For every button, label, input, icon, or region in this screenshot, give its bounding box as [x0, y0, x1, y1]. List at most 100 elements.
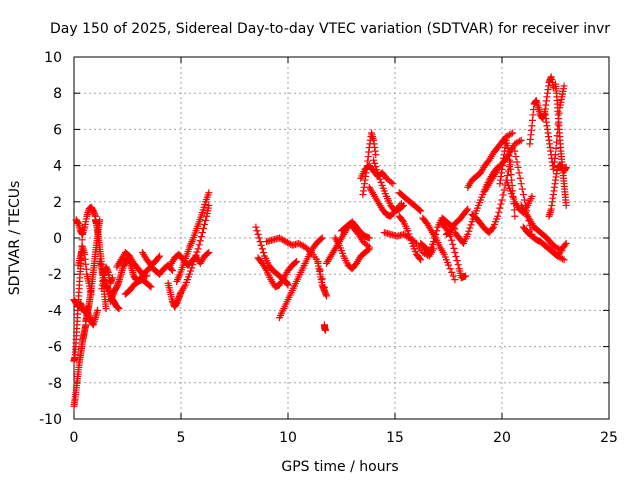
- series-trace-x-11.7: [320, 321, 329, 334]
- y-tick-label: -4: [48, 303, 62, 319]
- y-tick-label: 4: [53, 159, 62, 175]
- data-point: [197, 233, 205, 241]
- data-point: [115, 305, 123, 313]
- y-axis-label: SDTVAR / TECUs: [7, 181, 23, 296]
- series-trace-ar-20.2-21.4: [502, 176, 536, 217]
- data-point: [365, 243, 373, 251]
- data-point: [189, 261, 197, 269]
- data-point: [528, 192, 536, 200]
- data-point: [430, 238, 438, 246]
- data-point: [168, 267, 176, 275]
- data-point: [453, 257, 461, 265]
- data-point: [520, 196, 528, 204]
- y-tick-label: 2: [53, 195, 62, 211]
- data-point: [205, 248, 213, 256]
- data-point: [552, 151, 559, 159]
- data-point: [254, 230, 262, 238]
- y-tick-labels: -10 -8 -6 -4 -2 0 2 4 6 8 10: [39, 50, 62, 428]
- series-trace-al-17.4-18.4: [442, 205, 472, 238]
- data-point: [513, 158, 521, 166]
- series-trace-a-0-0.55: [70, 321, 90, 410]
- data-point: [494, 212, 502, 220]
- series-trace-az-22.0-23.0: [541, 239, 570, 260]
- data-point: [499, 191, 507, 199]
- data-point: [364, 242, 372, 250]
- data-point: [306, 247, 314, 255]
- data-point: [507, 130, 515, 138]
- y-tick-label: -6: [48, 340, 62, 356]
- data-point: [452, 253, 460, 261]
- data-point: [397, 200, 405, 208]
- x-tick-label: 0: [70, 430, 79, 446]
- data-point: [488, 224, 496, 232]
- y-tick-label: 10: [44, 50, 62, 66]
- data-point: [259, 248, 267, 256]
- series-trace-t-8.6-10.4: [254, 254, 301, 291]
- data-point: [411, 238, 419, 246]
- data-point: [511, 212, 519, 220]
- data-point: [187, 267, 195, 275]
- data-point: [466, 224, 474, 232]
- data-point: [560, 82, 568, 90]
- series-trace-f-0-1.1: [70, 296, 102, 329]
- data-point: [463, 206, 471, 214]
- x-tick-label: 20: [493, 430, 511, 446]
- data-point: [293, 258, 301, 266]
- series-trace-ae-13.8-15.3: [365, 183, 405, 220]
- grid-layer: [74, 57, 609, 419]
- data-point: [376, 175, 384, 183]
- series-trace-g-0.2-0.8: [74, 243, 95, 298]
- data-point: [258, 245, 266, 253]
- data-point: [517, 180, 525, 188]
- data-point: [255, 234, 263, 242]
- data-point: [321, 326, 329, 334]
- data-point: [195, 241, 203, 249]
- data-point: [450, 244, 458, 252]
- data-point: [167, 265, 175, 273]
- data-point: [156, 252, 164, 260]
- data-point: [298, 241, 306, 249]
- x-tick-label: 10: [279, 430, 297, 446]
- data-point: [375, 172, 383, 180]
- series-trace-av-21.3-22.4: [526, 73, 557, 148]
- data-point: [416, 206, 424, 214]
- data-point: [196, 237, 204, 245]
- series-trace-aj-16.3-17.8: [419, 214, 459, 284]
- series-trace-i-1.3-1.8: [98, 263, 117, 293]
- series-trace-ao-18.6-20.4: [468, 158, 515, 237]
- data-point: [517, 136, 525, 144]
- data-point: [253, 227, 261, 235]
- data-point: [552, 144, 560, 152]
- data-point: [449, 272, 457, 280]
- data-point: [445, 261, 452, 269]
- data-point: [186, 270, 194, 278]
- data-point: [257, 241, 265, 249]
- data-point: [404, 227, 412, 235]
- data-point: [519, 191, 527, 199]
- data-point: [205, 189, 213, 197]
- data-point: [503, 172, 511, 180]
- data-point: [198, 229, 206, 237]
- series-trace-aa-12.5-13.8: [338, 220, 373, 251]
- data-point: [256, 238, 264, 246]
- series-trace-w-11.4-11.8: [314, 259, 331, 300]
- data-point: [510, 206, 518, 214]
- data-point: [192, 251, 200, 259]
- data-point: [188, 264, 196, 272]
- data-point: [370, 156, 378, 164]
- data-point: [497, 200, 505, 208]
- data-point: [372, 151, 380, 159]
- series-trace-an-18.4-20.5: [464, 129, 517, 191]
- y-tick-label: 6: [53, 122, 62, 138]
- x-tick-label: 15: [386, 430, 404, 446]
- data-point: [562, 201, 570, 209]
- data-point: [377, 178, 385, 186]
- data-point: [558, 255, 566, 263]
- series-trace-q-4.8-6.3: [173, 189, 213, 285]
- data-point: [373, 166, 381, 174]
- data-point: [514, 138, 522, 146]
- data-point: [199, 224, 207, 232]
- data-point: [387, 178, 395, 186]
- data-point: [509, 129, 517, 137]
- data-point: [398, 216, 406, 224]
